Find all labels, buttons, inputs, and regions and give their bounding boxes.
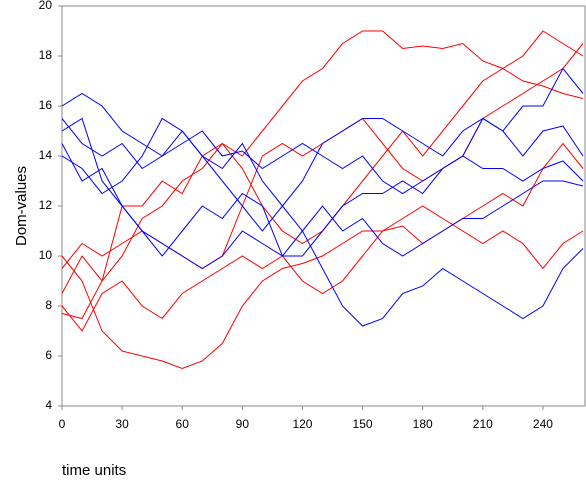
y-axis-title: Dom-values bbox=[13, 166, 30, 246]
x-tick-label: 30 bbox=[115, 417, 129, 431]
y-tick-label: 18 bbox=[39, 48, 53, 62]
y-tick-label: 12 bbox=[39, 198, 53, 212]
x-axis-title: time units bbox=[62, 462, 126, 479]
x-tick-label: 120 bbox=[292, 417, 312, 431]
series-line bbox=[61, 205, 584, 332]
y-tick-label: 8 bbox=[45, 298, 52, 312]
series-line bbox=[61, 142, 584, 370]
y-tick-label: 20 bbox=[39, 0, 53, 12]
series-line bbox=[61, 117, 584, 232]
x-tick-label: 0 bbox=[59, 417, 66, 431]
x-tick-label: 240 bbox=[533, 417, 553, 431]
x-tick-label: 210 bbox=[473, 417, 493, 431]
series-line bbox=[61, 117, 584, 270]
y-tick-label: 14 bbox=[39, 148, 53, 162]
series-line bbox=[61, 67, 584, 195]
series-line bbox=[61, 92, 584, 327]
series-line bbox=[61, 143, 584, 257]
y-tick-label: 4 bbox=[45, 398, 52, 412]
y-tick-label: 6 bbox=[45, 348, 52, 362]
x-tick-label: 90 bbox=[236, 417, 250, 431]
x-tick-label: 180 bbox=[413, 417, 433, 431]
y-tick-label: 10 bbox=[39, 248, 53, 262]
x-tick-label: 150 bbox=[353, 417, 373, 431]
series-line bbox=[61, 30, 584, 320]
series-line bbox=[61, 30, 584, 294]
y-tick-label: 16 bbox=[39, 98, 53, 112]
x-tick-label: 60 bbox=[176, 417, 190, 431]
